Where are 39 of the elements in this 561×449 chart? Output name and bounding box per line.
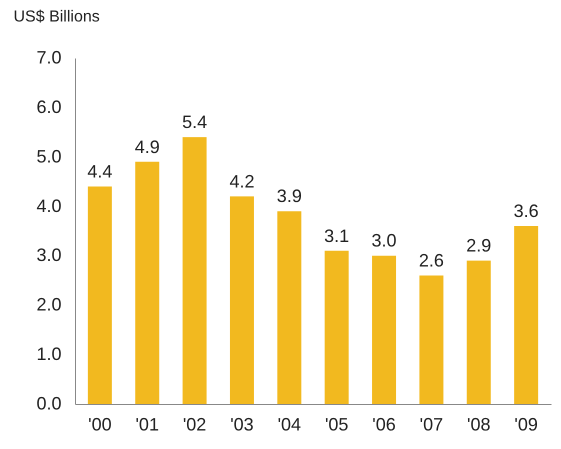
bar [514, 226, 538, 404]
x-tick-label: '05 [324, 414, 348, 434]
y-tick-label: 1.0 [36, 344, 62, 364]
y-tick-label: 5.0 [36, 146, 62, 166]
bar [466, 260, 491, 404]
data-label: 5.4 [182, 112, 208, 132]
data-label: 4.4 [87, 162, 112, 182]
data-label: 3.1 [324, 226, 350, 246]
y-tick-label: 2.0 [36, 294, 62, 315]
data-label: 3.6 [514, 201, 539, 222]
data-label: 3.9 [276, 186, 302, 206]
y-tick-label: 6.0 [36, 96, 62, 117]
x-tick-label: '07 [420, 414, 444, 434]
y-axis-title: US$ Billions [14, 8, 100, 26]
x-tick-label: '02 [182, 414, 206, 434]
x-tick-label: '04 [278, 414, 302, 434]
data-label: 2.6 [418, 250, 444, 270]
data-label: 4.2 [229, 171, 254, 192]
data-label: 4.9 [134, 136, 160, 157]
y-tick-label: 0.0 [36, 394, 62, 414]
bar [277, 211, 302, 404]
data-label: 2.9 [466, 236, 492, 256]
bar [88, 186, 112, 404]
y-tick-label: 3.0 [36, 245, 62, 266]
x-tick-label: '00 [88, 414, 112, 434]
bar [135, 162, 160, 404]
y-tick-label: 7.0 [36, 48, 62, 68]
x-tick-label: '03 [230, 414, 254, 434]
bar [182, 137, 207, 404]
x-tick-label: '01 [135, 414, 159, 434]
bar [230, 196, 254, 404]
bar [324, 250, 349, 404]
x-tick-label: '09 [514, 414, 538, 434]
data-label: 3.0 [372, 230, 397, 251]
y-tick-label: 4.0 [36, 196, 62, 216]
bar [419, 275, 444, 404]
x-tick-label: '06 [372, 414, 396, 434]
bar [372, 256, 396, 404]
x-tick-label: '08 [467, 414, 491, 434]
